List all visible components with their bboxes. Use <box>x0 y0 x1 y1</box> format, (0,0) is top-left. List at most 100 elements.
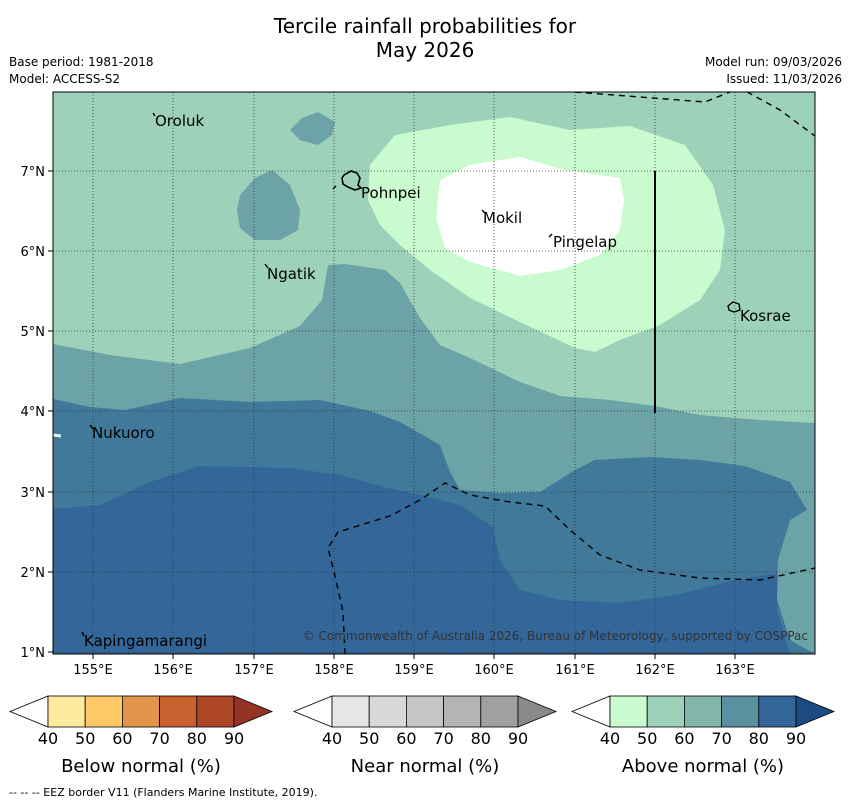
colorbar-segment <box>331 695 370 728</box>
colorbar-tick-label: 60 <box>396 729 416 748</box>
lon-label: 160°E <box>474 663 514 678</box>
title-line-2: May 2026 <box>375 38 475 62</box>
colorbar-segment <box>684 695 723 728</box>
map-title: Tercile rainfall probabilities for May 2… <box>0 14 850 62</box>
axis-ticks <box>48 170 736 659</box>
place-kapingamarangi: Kapingamarangi <box>84 632 207 650</box>
colorbar-title: Above normal (%) <box>622 756 784 777</box>
probability-fill-layers <box>53 92 815 654</box>
pingelap-marker <box>548 233 553 238</box>
colorbar-tick-label: 40 <box>600 729 620 748</box>
fill-patch-east-edge <box>777 505 815 654</box>
fill-no-signal <box>436 157 624 276</box>
colorbar-title: Below normal (%) <box>61 756 221 777</box>
pohnpei-island-outline <box>341 170 363 191</box>
lon-label: 157°E <box>234 663 274 678</box>
colorbar-tick-label: 50 <box>75 729 95 748</box>
eez-border-south <box>327 482 815 654</box>
colorbar-tick-label: 70 <box>711 729 731 748</box>
base-period: Base period: 1981-2018 <box>9 55 154 69</box>
lon-label: 155°E <box>73 663 113 678</box>
atoll-markers <box>53 112 553 637</box>
colorbar-1: 40 50 60 70 80 90 Near normal (%) <box>292 695 558 777</box>
model-name: Model: ACCESS-S2 <box>9 72 121 86</box>
title-line-1: Tercile rainfall probabilities for <box>273 14 577 38</box>
meta-left: Base period: 1981-2018 Model: ACCESS-S2 <box>9 54 154 88</box>
colorbar-high-extend <box>517 695 558 728</box>
lat-label: 7°N <box>21 165 46 180</box>
colorbar-segment <box>196 695 235 728</box>
colorbar-tick-label: 90 <box>786 729 806 748</box>
colorbar-segment <box>159 695 198 728</box>
lon-labels: 155°E 156°E 157°E 158°E 159°E 160°E 161°… <box>73 663 755 678</box>
lon-label: 156°E <box>153 663 193 678</box>
place-kosrae: Kosrae <box>740 307 791 325</box>
colorbar-high-extend <box>233 695 274 728</box>
colorbar-segment <box>84 695 123 728</box>
graticule <box>53 92 815 654</box>
colorbar-tick-label: 80 <box>471 729 491 748</box>
colorbar-tick-label: 70 <box>433 729 453 748</box>
lon-label: 161°E <box>555 663 595 678</box>
lon-label: 162°E <box>635 663 675 678</box>
colorbar-title: Near normal (%) <box>351 756 500 777</box>
mokil-marker <box>481 209 486 214</box>
edge-islet <box>53 433 62 438</box>
eez-footnote: -- -- -- EEZ border V11 (Flanders Marine… <box>9 786 318 799</box>
lat-labels: 7°N 6°N 5°N 4°N 3°N 2°N 1°N <box>21 165 46 661</box>
colorbar-tick-label: 60 <box>674 729 694 748</box>
colorbar-tick-label: 50 <box>637 729 657 748</box>
lat-label: 5°N <box>21 325 46 340</box>
kapingamarangi-marker <box>81 631 85 637</box>
colorbar-segment <box>646 695 685 728</box>
copyright-notice: © Commonwealth of Australia 2026, Bureau… <box>303 629 808 643</box>
colorbar-segment <box>443 695 482 728</box>
colorbar-tick-label: 80 <box>749 729 769 748</box>
lat-label: 2°N <box>21 566 46 581</box>
colorbar-tick-label: 90 <box>508 729 528 748</box>
colorbar-tick-label: 40 <box>322 729 342 748</box>
lon-label: 158°E <box>314 663 354 678</box>
fill-patch-west <box>237 170 300 240</box>
lat-label: 1°N <box>21 646 46 661</box>
colorbar-segment <box>721 695 760 728</box>
colorbar-tick-label: 70 <box>149 729 169 748</box>
colorbar-segment <box>405 695 444 728</box>
place-nukuoro: Nukuoro <box>92 424 155 442</box>
colorbar-segment <box>758 695 797 728</box>
colorbar-low-extend <box>570 695 611 728</box>
meta-right: Model run: 09/03/2026 Issued: 11/03/2026 <box>705 54 842 88</box>
map-frame <box>52 91 816 655</box>
lon-label: 163°E <box>715 663 755 678</box>
ant-atoll-marker <box>332 185 337 190</box>
fill-above-80-90 <box>53 466 790 654</box>
colorbar-tick-label: 60 <box>112 729 132 748</box>
nukuoro-marker <box>89 424 94 430</box>
colorbar-tick-label: 40 <box>38 729 58 748</box>
colorbar-segment <box>368 695 407 728</box>
fill-patch-north <box>290 112 335 145</box>
place-ngatik: Ngatik <box>267 265 316 283</box>
colorbar-segment <box>122 695 161 728</box>
lon-label: 159°E <box>394 663 434 678</box>
colorbar-segment <box>480 695 519 728</box>
lat-label: 4°N <box>21 405 46 420</box>
place-mokil: Mokil <box>483 209 522 227</box>
ngatik-marker <box>264 263 269 269</box>
colorbar-low-extend <box>292 695 333 728</box>
colorbar-tick-label: 90 <box>224 729 244 748</box>
colorbar-tick-label: 80 <box>187 729 207 748</box>
lat-label: 6°N <box>21 245 46 260</box>
model-run: Model run: 09/03/2026 <box>704 55 842 69</box>
colorbar-segment <box>609 695 648 728</box>
colorbar-high-extend <box>795 695 836 728</box>
oroluk-marker <box>152 112 156 117</box>
kosrae-island-outline <box>727 301 741 313</box>
colorbar-low-extend <box>8 695 49 728</box>
place-labels: Oroluk Pohnpei Mokil Pingelap Ngatik Kos… <box>84 112 791 650</box>
colorbar-segment <box>47 695 86 728</box>
